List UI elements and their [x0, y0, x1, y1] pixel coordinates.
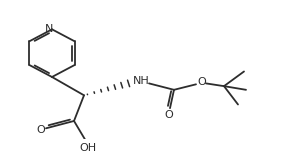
Text: OH: OH: [79, 143, 96, 152]
Text: NH: NH: [133, 76, 149, 86]
Text: O: O: [165, 110, 173, 120]
Text: O: O: [198, 77, 206, 86]
Text: O: O: [37, 125, 46, 135]
Text: N: N: [45, 24, 53, 34]
